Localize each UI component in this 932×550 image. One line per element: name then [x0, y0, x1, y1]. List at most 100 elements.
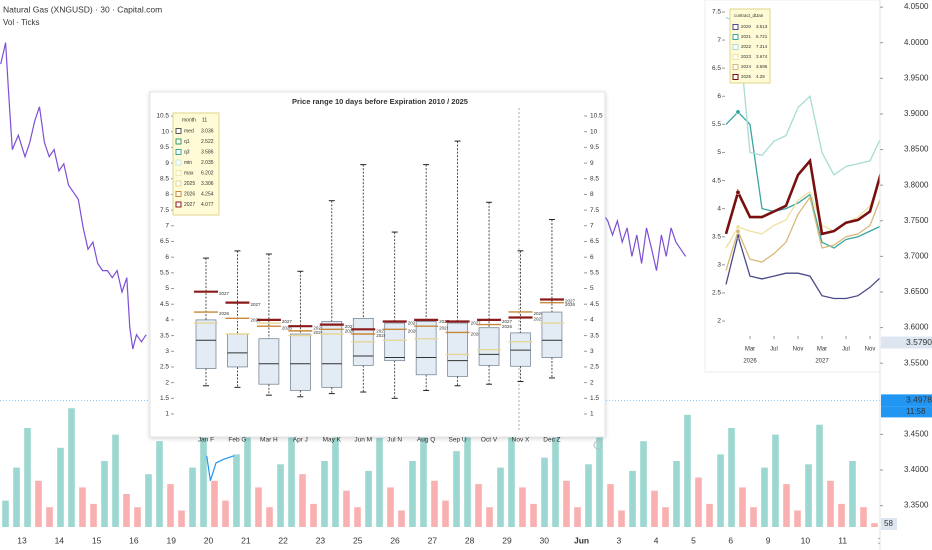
volume-bar [365, 470, 372, 527]
volume-bar [827, 480, 834, 527]
y-tick-label: 2 [590, 379, 594, 386]
legend-label: 2023 [741, 54, 752, 59]
point-marker [735, 228, 741, 234]
x-tick-label: 22 [278, 535, 288, 545]
x-tick-label: Nov X [512, 437, 530, 444]
y-tick-label: 3.7000 [904, 251, 929, 260]
volume-bar [189, 467, 196, 527]
box [258, 338, 280, 385]
x-tick-label: 29 [502, 535, 512, 545]
volume-bar [2, 500, 9, 527]
y-tick-label: 4 [717, 205, 721, 212]
year-marker-label: 2027 [565, 299, 576, 304]
year-marker-label: 2027 [439, 319, 450, 324]
y-tick-label: 6 [590, 254, 594, 261]
y-tick-label: 7 [165, 223, 169, 230]
reset-button [593, 440, 603, 450]
legend-value: 4.077 [201, 202, 214, 208]
x-tick-label: Nov [793, 347, 804, 353]
x-tick-label: Oct V [481, 437, 498, 444]
legend-value: 3.036 [201, 128, 214, 134]
year-marker-label: 2027 [282, 319, 293, 324]
y-tick-label: 8.5 [590, 175, 599, 182]
x-tick-label: Feb G [228, 437, 246, 444]
year-marker-label: 2026 [565, 302, 576, 307]
x-tick-label: 15 [92, 535, 102, 545]
y-tick-label: 5 [590, 285, 594, 292]
y-tick-label: 2 [717, 318, 721, 325]
x-tick-label: 11 [838, 535, 847, 545]
legend-label: 2027 [184, 202, 195, 208]
x-tick-label: Jan F [198, 437, 214, 444]
y-tick-label: 9.5 [590, 144, 599, 151]
volume-bar [541, 457, 548, 527]
legend-value: 3.513 [756, 24, 768, 29]
y-tick-label: 7.5 [590, 207, 599, 214]
box [290, 333, 311, 391]
point-marker [735, 189, 741, 195]
y-tick-label: 3.7500 [904, 216, 929, 225]
y-tick-label: 6 [717, 93, 721, 100]
volume-bar [871, 523, 878, 527]
legend-value: 3.306 [201, 181, 214, 187]
price-label-bg [881, 394, 932, 407]
legend-label: q3 [184, 149, 190, 155]
volume-bar [486, 507, 493, 527]
y-tick-label: 8 [165, 191, 169, 198]
volume-bar [596, 428, 603, 527]
year-marker-label: 2026 [250, 318, 261, 323]
x-tick-label: 30 [540, 535, 550, 545]
volume-bar [607, 484, 614, 527]
volume-bar [46, 507, 53, 527]
x-tick-label: Jul N [387, 437, 402, 444]
volume-bar [156, 441, 163, 527]
volume-bar [508, 431, 515, 527]
legend-value: 6.202 [201, 170, 214, 176]
x-tick-label: 28 [465, 535, 475, 545]
volume-bar [310, 503, 317, 527]
legend-value: 5.721 [756, 34, 768, 39]
volume-bar [629, 470, 636, 527]
volume-bar [695, 477, 702, 527]
year-marker-label: 2027 [502, 319, 513, 324]
x-tick-label: Jul [842, 347, 850, 353]
volume-bar [112, 434, 119, 527]
volume-bar [178, 510, 185, 527]
chart-title: Natural Gas (XNGUSD) · 30 · Capital.com [3, 4, 162, 14]
legend-value: 4.254 [201, 191, 214, 197]
legend-swatch [732, 54, 739, 60]
legend-label: max [184, 170, 194, 176]
tooltip-header: month [182, 117, 196, 123]
volume-bar [442, 500, 449, 527]
box [195, 319, 217, 369]
legend-value: 2.522 [201, 139, 214, 145]
countdown: 11:58 [906, 407, 926, 416]
x-tick-label: Sep U [449, 437, 467, 444]
volume-label: 58 [884, 519, 893, 528]
y-tick-label: 4.5 [160, 301, 169, 308]
legend-label: 2022 [741, 44, 752, 49]
y-tick-label: 6.5 [590, 238, 599, 245]
volume-bar [68, 408, 75, 527]
x-tick-label: 16 [129, 535, 139, 545]
y-tick-label: 5.5 [590, 270, 599, 277]
y-tick-label: 2.5 [712, 290, 721, 297]
year-marker-label: 2027 [376, 328, 387, 333]
volume-bar [409, 461, 416, 527]
volume-bar [35, 480, 42, 527]
legend-value: 3.674 [756, 54, 768, 59]
volume-bar [849, 461, 856, 527]
x-tick-label: 19 [166, 535, 176, 545]
box [321, 321, 343, 388]
volume-bar [277, 464, 284, 527]
x-tick-label: 4 [654, 535, 659, 545]
x-tick-label: Dec Z [543, 437, 560, 444]
y-tick-label: 4.0500 [904, 2, 929, 11]
volume-bar [662, 507, 669, 527]
legend-swatch [175, 138, 182, 145]
boxplot-inset: Price range 10 days before Expiration 20… [149, 91, 606, 450]
volume-bar [145, 474, 152, 527]
box [447, 322, 468, 377]
legend-swatch [732, 44, 739, 50]
